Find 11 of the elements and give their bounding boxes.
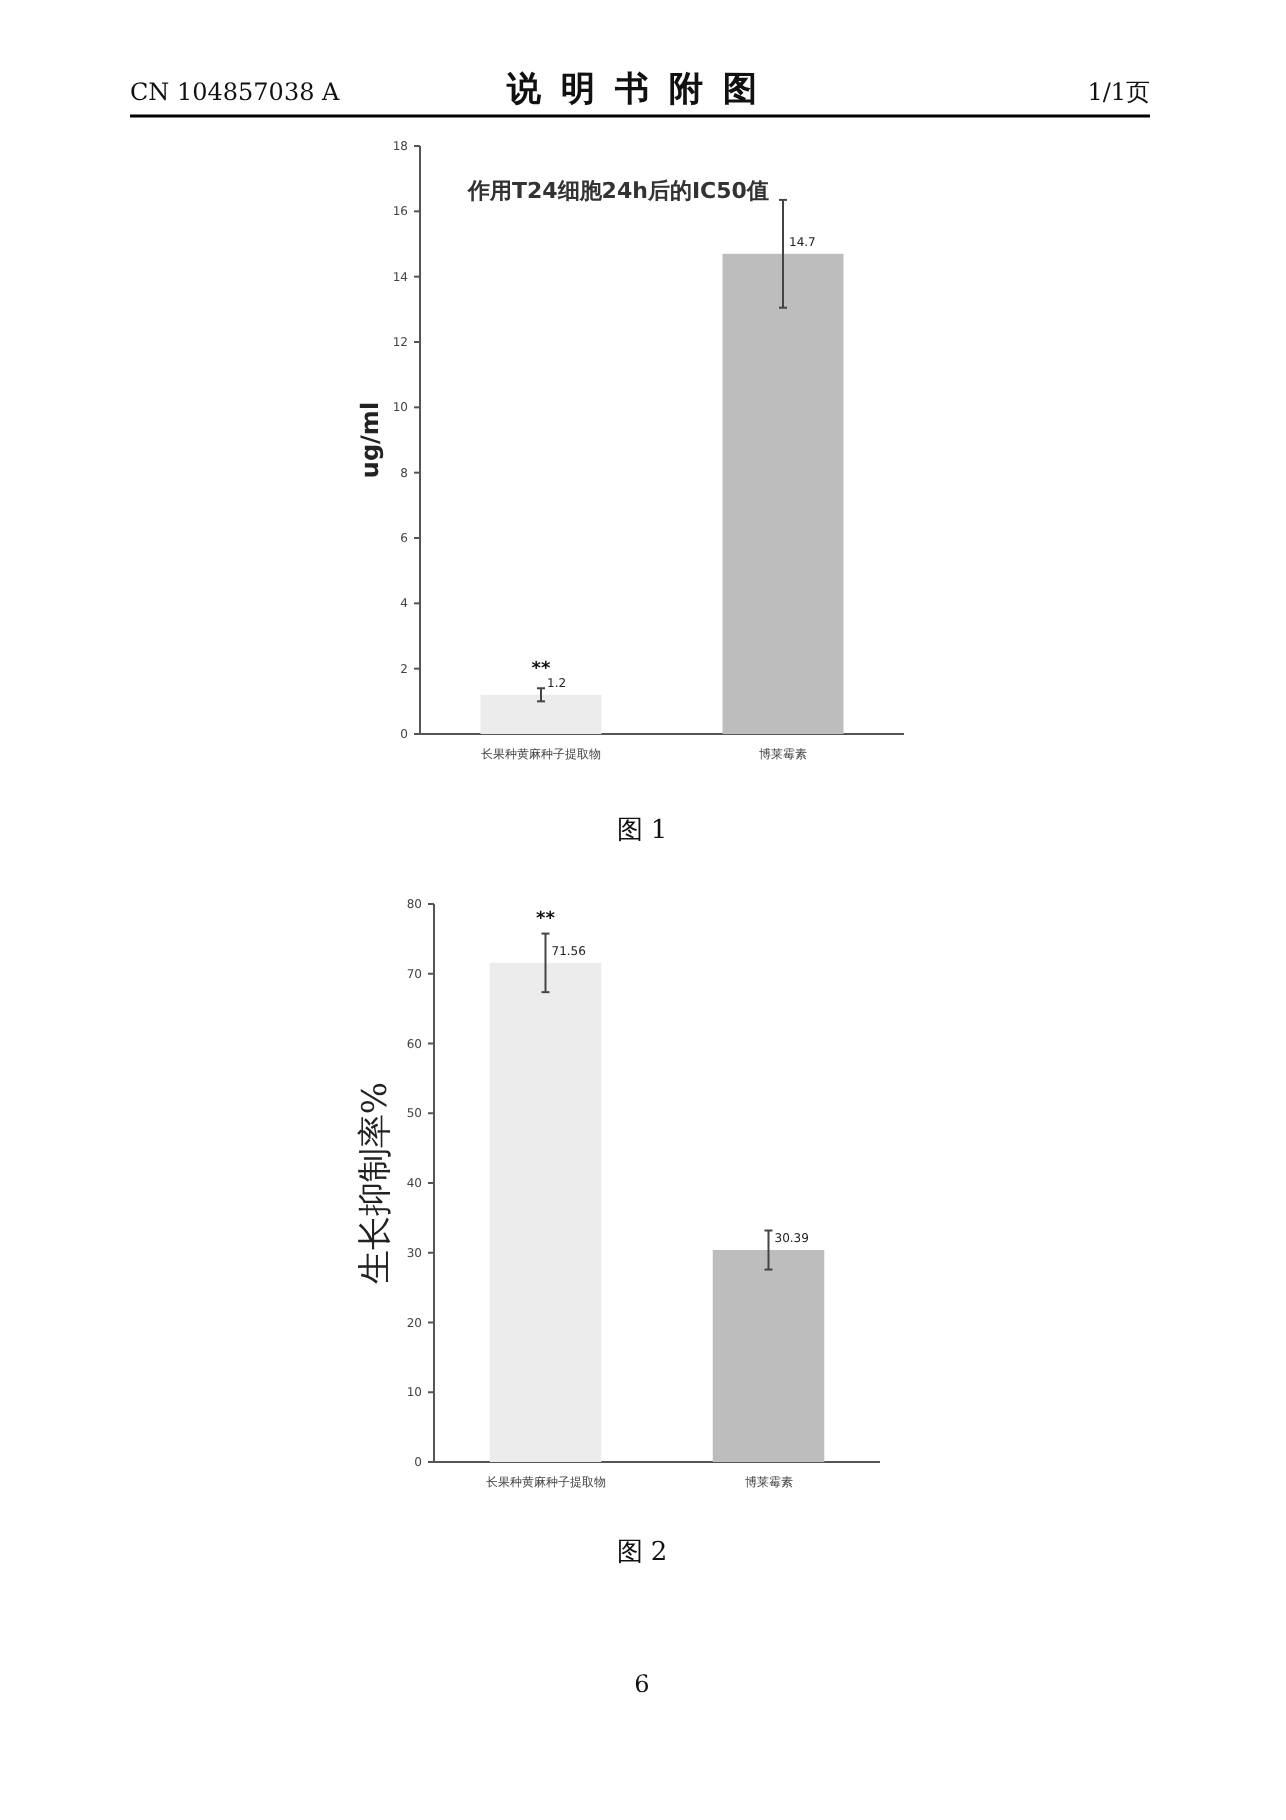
text: CN 104857038 A	[130, 78, 341, 106]
text: 1/1页	[1087, 78, 1150, 106]
annotation: **	[531, 659, 551, 680]
y-axis-title: ug/ml	[356, 401, 384, 479]
annotation: **	[536, 909, 556, 930]
caption: 图 1	[616, 816, 668, 846]
text: 6	[634, 1670, 650, 1698]
caption: 图 2	[616, 1538, 668, 1568]
text: 作用T24细胞24h后的IC50值	[466, 178, 769, 204]
y-axis-title: 生长抑制率%	[356, 1081, 396, 1285]
text: 说明书附图	[505, 70, 777, 110]
